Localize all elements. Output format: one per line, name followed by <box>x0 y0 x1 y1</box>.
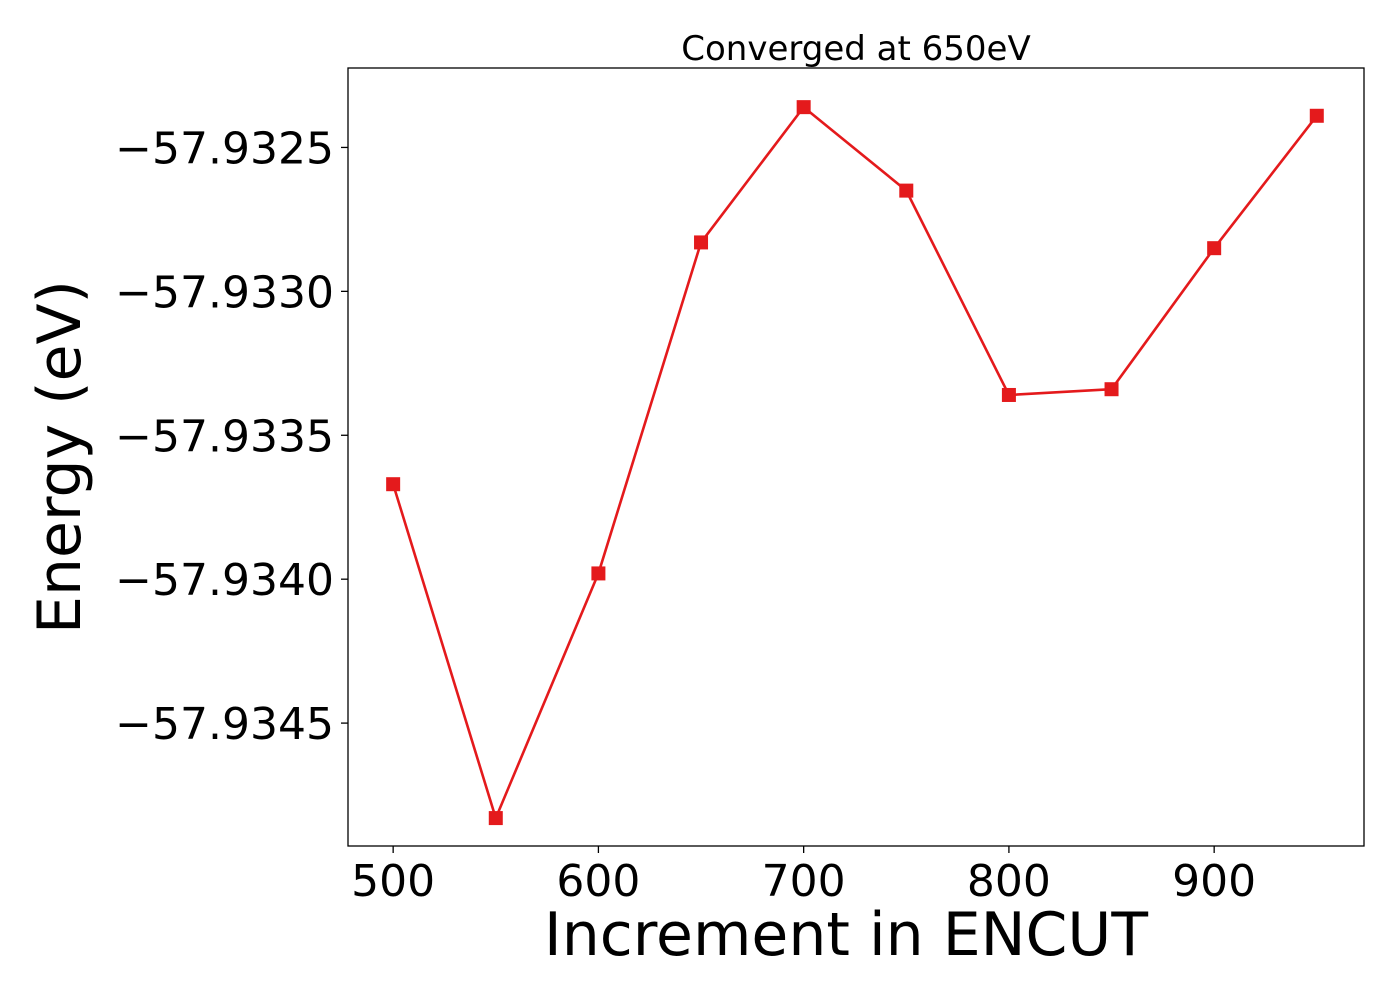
x-axis-ticks: 500 600 700 800 900 <box>351 846 1256 907</box>
data-point-marker <box>591 566 606 581</box>
y-tick-label: −57.9330 <box>115 267 334 318</box>
x-tick-label: 800 <box>967 856 1051 907</box>
series-layer <box>386 100 1324 826</box>
plot-area-frame <box>347 67 1365 847</box>
data-point-marker <box>796 100 811 115</box>
data-point-marker <box>694 235 709 250</box>
x-tick-label: 500 <box>351 856 435 907</box>
x-tick-label: 600 <box>556 856 640 907</box>
data-point-marker <box>1001 387 1016 402</box>
data-point-marker <box>1309 108 1324 123</box>
data-point-marker <box>899 183 914 198</box>
y-axis-label: Energy (eV) <box>25 280 95 634</box>
x-tick-label: 900 <box>1172 856 1256 907</box>
chart-title: Converged at 650eV <box>681 29 1030 69</box>
x-axis-label: Increment in ENCUT <box>544 900 1148 970</box>
y-tick-label: −57.9335 <box>115 411 334 462</box>
data-point-marker <box>386 477 401 492</box>
data-point-marker <box>1104 382 1119 397</box>
x-tick-label: 700 <box>762 856 846 907</box>
y-tick-label: −57.9345 <box>115 699 334 750</box>
y-axis-ticks: −57.9345 −57.9340 −57.9335 −57.9330 −57.9325 <box>115 123 348 750</box>
y-tick-label: −57.9340 <box>115 555 334 606</box>
data-point-marker <box>1207 241 1222 256</box>
y-tick-label: −57.9325 <box>115 123 334 174</box>
series-line <box>391 105 1318 820</box>
data-point-marker <box>488 811 503 826</box>
